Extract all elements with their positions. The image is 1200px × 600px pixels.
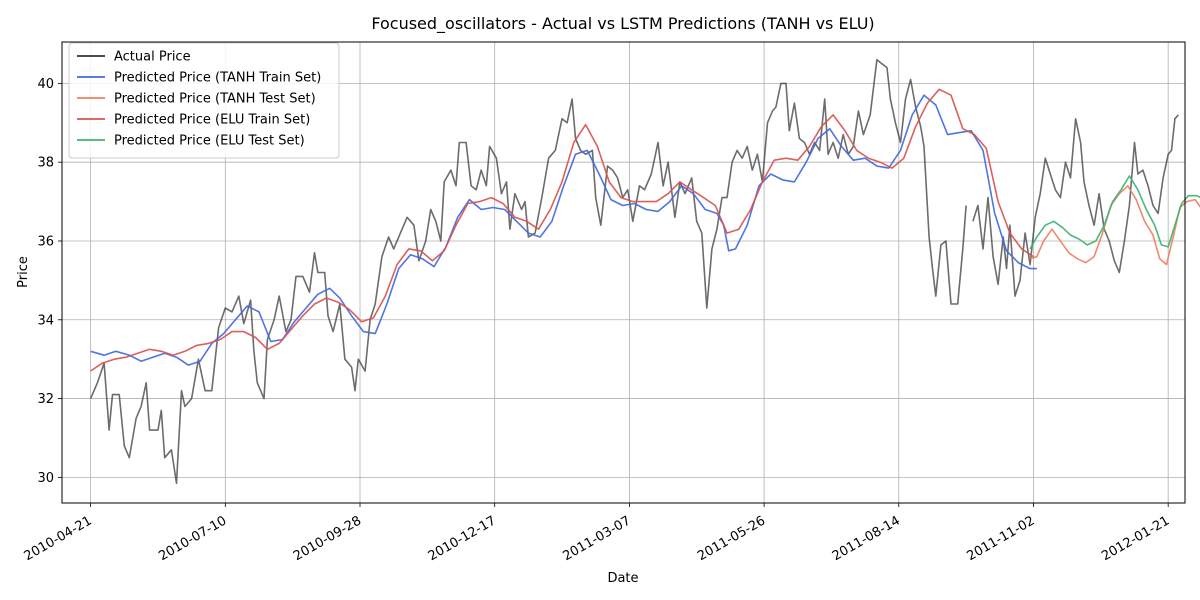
x-axis: 2010-04-21 2010-07-10 2010-09-28 2010-12-17…: [22, 503, 1172, 564]
grid: [62, 42, 1185, 503]
x-tick-label: 2011-11-02: [965, 513, 1038, 564]
x-tick-label: 2010-12-17: [426, 513, 499, 564]
x-tick-label: 2011-08-14: [830, 513, 903, 564]
x-tick-label: 2010-09-28: [291, 513, 364, 564]
y-axis: 30 32 34 36 38 40: [37, 77, 62, 486]
legend: Actual Price Predicted Price (TANH Train …: [68, 42, 340, 159]
legend-label: Predicted Price (TANH Test Set): [114, 92, 316, 107]
y-tick-label: 40: [37, 77, 54, 92]
legend-label: Predicted Price (TANH Train Set): [114, 71, 321, 86]
x-tick-label: 2010-04-21: [22, 513, 95, 564]
series-line: [1029, 185, 1200, 266]
series-line: [90, 88, 1034, 372]
legend-label: Actual Price: [114, 50, 191, 65]
x-tick-label: 2010-07-10: [156, 513, 229, 564]
plot-frame: [61, 41, 1186, 504]
x-tick-label: 2011-03-07: [560, 513, 633, 564]
x-tick-label: 2011-05-26: [695, 513, 768, 564]
x-tick-label: 2012-01-21: [1099, 513, 1172, 564]
y-tick-label: 34: [37, 313, 54, 328]
legend-label: Predicted Price (ELU Train Set): [114, 113, 310, 128]
x-axis-label: Date: [607, 571, 638, 586]
legend-label: Predicted Price (ELU Test Set): [114, 134, 305, 149]
series-layer: [89, 58, 1200, 485]
series-line: [89, 58, 967, 485]
y-tick-label: 36: [37, 234, 54, 249]
y-tick-label: 30: [37, 471, 54, 486]
series-line: [972, 114, 1179, 297]
y-axis-label: Price: [16, 256, 31, 288]
legend-box: [68, 42, 340, 159]
y-tick-label: 38: [37, 156, 54, 171]
series-line: [90, 94, 1037, 366]
y-tick-label: 32: [37, 392, 54, 407]
chart-title: Focused_oscillators - Actual vs LSTM Pre…: [371, 14, 874, 34]
series-line: [1029, 175, 1200, 250]
